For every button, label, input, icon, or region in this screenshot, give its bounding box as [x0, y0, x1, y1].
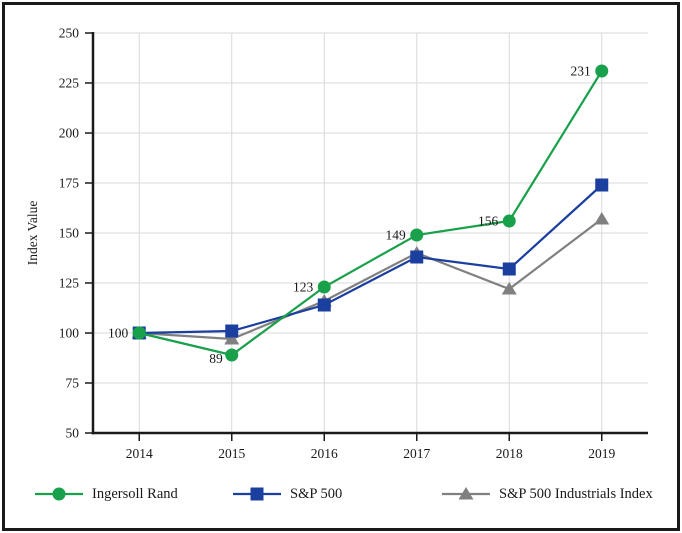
marker-circle: [52, 487, 66, 501]
marker-square: [595, 178, 609, 192]
y-tick-label: 150: [59, 226, 80, 241]
x-tick-label: 2015: [218, 446, 245, 461]
y-tick-label: 75: [66, 376, 80, 391]
y-tick-label: 175: [59, 176, 80, 191]
chart-legend: Ingersoll Rand S&P 500 S&P 500 Industrials…: [0, 484, 682, 508]
x-tick-label: 2019: [588, 446, 615, 461]
marker-circle: [225, 348, 239, 362]
marker-triangle: [594, 212, 610, 225]
series-line-s-p-500-industrials-index: [139, 218, 603, 341]
series-s-p-500: [132, 178, 609, 340]
data-point-label: 100: [108, 326, 129, 341]
marker-square: [225, 324, 239, 338]
series-line-s-p-500: [139, 184, 603, 335]
series-ingersoll-rand: [132, 64, 609, 362]
y-tick-label: 250: [59, 26, 80, 41]
data-point-label: 149: [386, 228, 407, 243]
legend-item-s-p-500: S&P 500: [233, 484, 342, 504]
legend-marker-circle-icon: [35, 487, 83, 501]
x-tick-label: 2018: [496, 446, 523, 461]
y-tick-label: 50: [66, 426, 80, 441]
x-tick-label: 2017: [403, 446, 430, 461]
x-tick-label: 2014: [126, 446, 153, 461]
y-tick-label: 200: [59, 126, 80, 141]
marker-square: [502, 262, 516, 276]
marker-triangle: [458, 487, 474, 500]
marker-triangle: [224, 332, 240, 345]
series-line-ingersoll-rand: [138, 70, 603, 357]
y-axis-title: Index Value: [25, 201, 40, 266]
marker-square: [410, 250, 424, 264]
marker-square: [317, 298, 331, 312]
legend-item-ingersoll-rand: Ingersoll Rand: [35, 484, 178, 504]
marker-circle: [317, 280, 331, 294]
marker-square: [250, 487, 264, 501]
legend-marker-triangle-icon: [442, 487, 490, 500]
gridlines: [93, 32, 648, 433]
marker-circle: [595, 64, 609, 78]
legend-item-s-p-500-industrials-index: S&P 500 Industrials Index: [442, 484, 653, 504]
chart-svg: 250 225 200 175 150 125 100 75 50 2014 2015 2016 201…: [25, 26, 648, 461]
data-point-label: 156: [478, 214, 499, 229]
performance-line-chart: 250 225 200 175 150 125 100 75 50 2014 2015 2016 201…: [25, 26, 648, 461]
legend-label: S&P 500: [290, 485, 343, 502]
axes: 250 225 200 175 150 125 100 75 50 2014 2015 2016 201…: [59, 26, 648, 461]
x-tick-label: 2016: [311, 446, 338, 461]
marker-circle: [132, 326, 146, 340]
legend-label: S&P 500 Industrials Index: [499, 485, 653, 502]
data-point-label: 123: [293, 280, 314, 295]
series-s-p-500-industrials-index: [131, 212, 610, 345]
data-point-label: 89: [209, 351, 223, 366]
y-tick-label: 225: [59, 76, 80, 91]
legend-marker-square-icon: [233, 487, 281, 501]
y-tick-label: 100: [59, 326, 80, 341]
data-point-label: 231: [571, 64, 591, 79]
marker-triangle: [501, 282, 517, 295]
legend-label: Ingersoll Rand: [92, 485, 178, 502]
marker-circle: [410, 228, 424, 242]
marker-circle: [502, 214, 516, 228]
y-tick-label: 125: [59, 276, 80, 291]
